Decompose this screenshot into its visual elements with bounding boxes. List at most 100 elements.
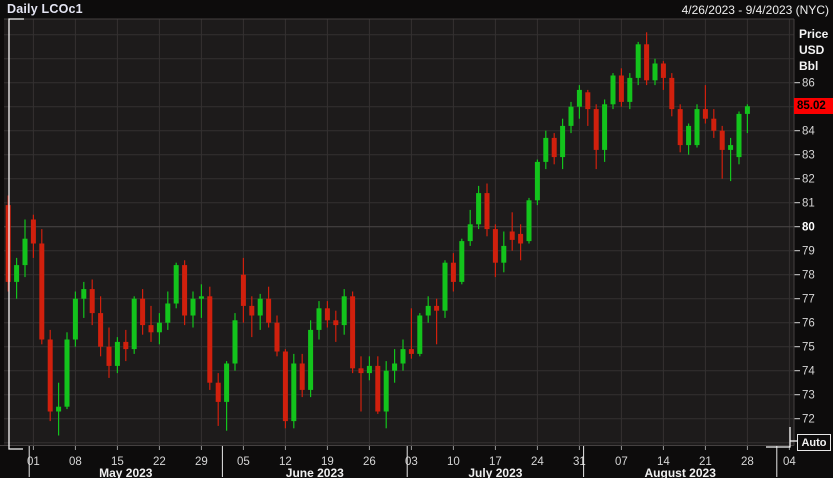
candle-05-25[interactable] <box>182 260 188 326</box>
candle-06-13[interactable] <box>291 353 297 429</box>
month-label: July 2023 <box>468 466 522 478</box>
candle-05-04[interactable] <box>56 382 62 436</box>
candle-07-13[interactable] <box>476 185 482 230</box>
candle-06-19[interactable] <box>324 301 330 328</box>
candle-08-15[interactable] <box>669 73 675 117</box>
candle-07-17[interactable] <box>492 224 498 278</box>
candle-08-23[interactable] <box>719 125 725 179</box>
candle-08-03[interactable] <box>602 99 608 162</box>
candle-05-12[interactable] <box>106 327 112 378</box>
candle-07-27[interactable] <box>560 118 566 170</box>
candle-07-31[interactable] <box>576 85 582 119</box>
candle-08-24[interactable] <box>728 137 734 182</box>
time-axis[interactable]: 01 08 15 22 29 05 12 19 26 03 10 17 24 31 07 14 21 28 04 Ma… <box>27 446 796 478</box>
candle-05-26[interactable] <box>190 291 196 328</box>
candle-06-23[interactable] <box>358 356 364 412</box>
candle-06-14[interactable] <box>299 353 305 398</box>
candle-05-03[interactable] <box>47 329 53 422</box>
candle-05-10[interactable] <box>89 279 95 326</box>
candle-07-03[interactable] <box>408 308 414 359</box>
candle-06-06[interactable] <box>249 296 255 338</box>
candle-body <box>299 363 305 390</box>
candle-06-08[interactable] <box>266 286 272 328</box>
date-range-label: 4/26/2023 - 9/4/2023 (NYC) <box>681 3 829 17</box>
candle-06-30[interactable] <box>400 339 406 371</box>
candle-06-26[interactable] <box>366 356 372 381</box>
candle-08-14[interactable] <box>660 61 666 90</box>
candle-07-20[interactable] <box>518 224 524 261</box>
candle-07-05[interactable] <box>425 296 431 323</box>
candle-07-24[interactable] <box>534 159 540 206</box>
plot-area[interactable] <box>4 19 794 446</box>
candle-05-29[interactable] <box>198 284 204 318</box>
candle-07-10[interactable] <box>450 253 456 292</box>
candle-07-18[interactable] <box>501 231 507 273</box>
candle-07-28[interactable] <box>568 101 574 134</box>
candle-05-22[interactable] <box>156 313 162 345</box>
candle-05-11[interactable] <box>98 296 104 357</box>
candle-07-04[interactable] <box>417 313 423 357</box>
candle-06-29[interactable] <box>392 349 398 383</box>
candle-05-16[interactable] <box>123 329 129 362</box>
candle-06-12[interactable] <box>282 349 288 429</box>
candle-04-28[interactable] <box>22 219 28 278</box>
candle-05-30[interactable] <box>207 286 213 390</box>
candle-07-26[interactable] <box>551 133 557 165</box>
candle-08-04[interactable] <box>610 73 616 110</box>
candle-05-02[interactable] <box>39 229 45 345</box>
candle-body <box>526 200 532 242</box>
candle-05-08[interactable] <box>72 291 78 347</box>
candle-06-09[interactable] <box>274 315 280 357</box>
candle-06-22[interactable] <box>350 291 356 374</box>
candle-08-18[interactable] <box>694 104 700 148</box>
candle-08-25[interactable] <box>736 111 742 165</box>
week-label: 15 <box>111 456 124 468</box>
candle-05-01[interactable] <box>30 214 36 258</box>
candle-08-07[interactable] <box>618 68 624 107</box>
candle-06-28[interactable] <box>383 361 389 429</box>
candle-05-18[interactable] <box>140 289 146 335</box>
candle-body <box>383 370 389 412</box>
candle-04-27[interactable] <box>14 257 20 299</box>
candle-08-11[interactable] <box>652 58 658 86</box>
candle-06-07[interactable] <box>257 293 263 330</box>
candle-05-19[interactable] <box>148 305 154 342</box>
candle-05-23[interactable] <box>165 291 171 330</box>
candle-08-08[interactable] <box>627 73 633 110</box>
candle-06-21[interactable] <box>341 289 347 335</box>
candle-07-25[interactable] <box>543 130 549 170</box>
candle-05-17[interactable] <box>131 296 137 354</box>
candle-06-15[interactable] <box>308 320 314 398</box>
candle-04-26[interactable] <box>5 195 11 292</box>
candle-08-21[interactable] <box>702 85 708 124</box>
candle-06-20[interactable] <box>333 310 339 342</box>
price-axis[interactable]: 86 84 83 82 81 80 79 78 77 76 75 74 73 72 <box>794 78 816 426</box>
candle-07-06[interactable] <box>434 298 440 345</box>
candle-05-31[interactable] <box>215 373 221 426</box>
candle-08-16[interactable] <box>677 104 683 153</box>
candle-06-05[interactable] <box>240 257 246 323</box>
candle-08-09[interactable] <box>635 41 641 86</box>
candle-06-01[interactable] <box>224 361 230 431</box>
candle-07-12[interactable] <box>467 209 473 246</box>
candle-08-22[interactable] <box>711 109 717 138</box>
candle-05-05[interactable] <box>64 332 70 410</box>
candle-06-16[interactable] <box>316 301 322 340</box>
candle-05-15[interactable] <box>114 337 120 374</box>
candle-08-17[interactable] <box>686 123 692 155</box>
auto-scale-button[interactable]: Auto <box>797 434 831 451</box>
candle-07-14[interactable] <box>484 183 490 237</box>
candle-08-28[interactable] <box>744 104 750 134</box>
candle-07-07[interactable] <box>442 260 448 318</box>
candle-08-10[interactable] <box>644 32 650 86</box>
candle-07-19[interactable] <box>509 212 515 251</box>
candle-07-11[interactable] <box>459 238 465 285</box>
candle-06-27[interactable] <box>375 356 381 414</box>
candle-05-24[interactable] <box>173 262 179 309</box>
candle-08-01[interactable] <box>585 89 591 126</box>
candle-08-02[interactable] <box>593 104 599 170</box>
candle-05-09[interactable] <box>81 281 87 318</box>
candle-07-21[interactable] <box>526 197 532 244</box>
candle-06-02[interactable] <box>232 313 238 371</box>
